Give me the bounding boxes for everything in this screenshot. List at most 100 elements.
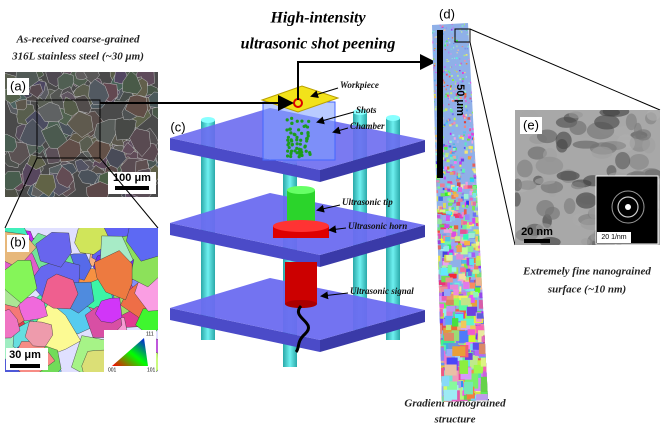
grain: [432, 243, 438, 249]
grain: [452, 27, 454, 29]
grain: [466, 299, 478, 307]
grain: [436, 245, 441, 250]
grain: [480, 138, 484, 141]
grain: [478, 266, 484, 272]
panel-label: (d): [439, 6, 455, 21]
grain: [466, 48, 468, 50]
grain: [450, 53, 452, 55]
grain: [456, 186, 459, 189]
grain: [487, 55, 488, 57]
grain: [486, 169, 488, 173]
grain: [489, 78, 491, 79]
grain: [446, 94, 449, 97]
grain: [457, 198, 463, 202]
grain: [463, 318, 474, 326]
grain: [486, 216, 488, 220]
grain: [462, 114, 465, 117]
grain: [485, 83, 487, 86]
grain: [445, 42, 446, 45]
grain: [468, 233, 475, 239]
grain: [432, 294, 438, 300]
grain: [471, 80, 474, 83]
grain: [453, 289, 459, 296]
grain: [450, 75, 453, 77]
grain: [442, 308, 449, 317]
grain: [471, 132, 475, 136]
grain: [466, 242, 474, 247]
grain: [475, 258, 483, 266]
grain: [443, 229, 450, 233]
grain: [484, 261, 488, 266]
grain: [432, 40, 434, 42]
grain: [471, 77, 473, 79]
grain: [478, 93, 480, 96]
part-labels: [310, 87, 355, 300]
grain: [481, 144, 484, 147]
grain: [481, 53, 484, 55]
arrow: [297, 54, 436, 100]
grain: [453, 193, 459, 198]
grain: [461, 204, 465, 208]
grain: [442, 202, 446, 209]
grain: [433, 141, 436, 145]
grain: [450, 92, 453, 95]
grain: [435, 164, 438, 169]
grain: [599, 110, 620, 117]
grain: [476, 105, 479, 107]
ultrasonic-horn: [273, 220, 329, 232]
grain: [463, 234, 469, 240]
grain: [5, 171, 23, 191]
grain: [462, 78, 465, 80]
grain: [472, 212, 477, 217]
grain: [482, 201, 487, 206]
shot: [289, 149, 294, 153]
grain: [482, 150, 485, 155]
grain: [487, 344, 488, 357]
grain: [527, 146, 547, 160]
grain: [482, 68, 484, 71]
grain: [439, 243, 444, 250]
grain: [477, 120, 480, 123]
grain: [432, 339, 441, 347]
grain: [486, 137, 488, 141]
grain: [461, 259, 470, 264]
grain: [469, 258, 474, 266]
grain: [445, 152, 449, 156]
grain: [463, 281, 470, 290]
grain: [40, 273, 79, 310]
grain: [443, 342, 451, 354]
grain: [477, 193, 482, 196]
shot: [298, 142, 302, 146]
label-bg: [7, 235, 29, 252]
grain: [451, 45, 453, 47]
grain: [485, 71, 488, 74]
grain: [447, 264, 452, 273]
scale-bar: [10, 364, 40, 368]
grain: [480, 38, 482, 40]
grain: [435, 106, 437, 108]
grain: [447, 184, 450, 188]
grain: [485, 201, 488, 205]
grain: [445, 88, 447, 91]
plate-side: [170, 308, 320, 352]
grain: [487, 350, 488, 363]
grain: [478, 138, 481, 141]
grain: [5, 260, 38, 304]
panel-label: (c): [170, 119, 185, 134]
grain: [471, 90, 475, 93]
grain: [445, 215, 450, 222]
grain: [446, 119, 448, 123]
grain: [446, 60, 448, 63]
grain: [454, 57, 456, 59]
grain: [432, 146, 435, 150]
grain: [469, 53, 471, 56]
grain: [486, 272, 488, 280]
grain: [487, 108, 488, 111]
grain: [480, 376, 488, 393]
grain: [488, 119, 489, 121]
grain: [516, 159, 533, 178]
grain: [435, 71, 437, 74]
shot: [300, 131, 304, 135]
grain: [460, 27, 462, 29]
grain: [456, 39, 458, 42]
